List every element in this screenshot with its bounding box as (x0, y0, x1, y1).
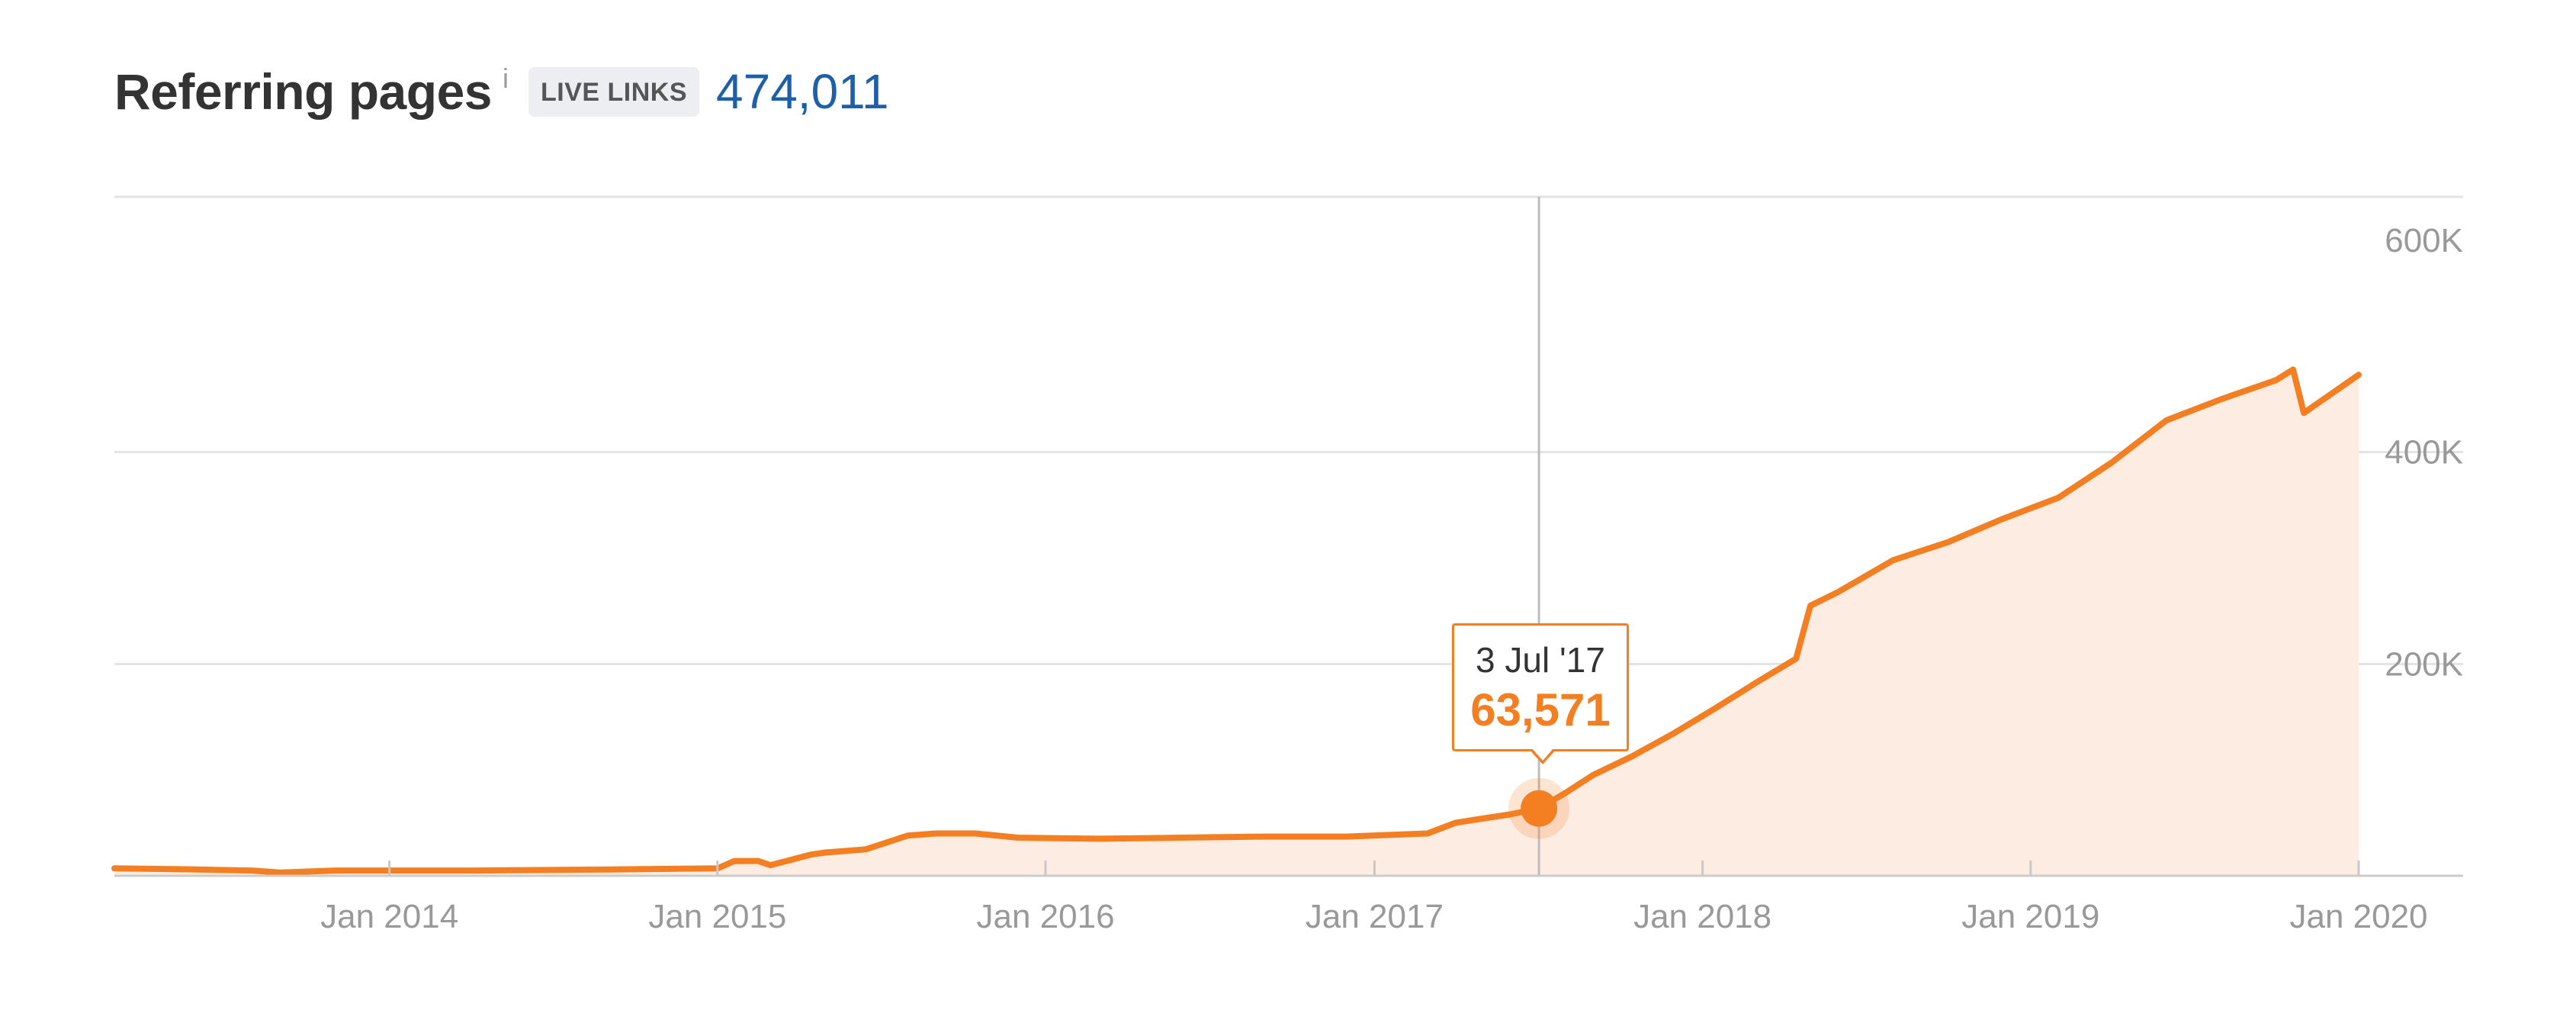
chart-header: Referring pages i LIVE LINKS 474,011 (114, 53, 889, 130)
chart-axes: Jan 2014 Jan 2015 Jan 2016 Jan 2017 Jan 2018… (114, 222, 2463, 935)
x-tick-label: Jan 2016 (977, 898, 1115, 935)
total-count: 474,011 (716, 64, 889, 119)
series-line[interactable] (111, 366, 2362, 876)
x-tick-label: Jan 2017 (1306, 898, 1444, 935)
hover-point[interactable] (1521, 790, 1558, 827)
x-tick-label: Jan 2020 (2289, 898, 2427, 935)
chart-title: Referring pages (114, 63, 492, 120)
y-tick-label: 600K (2385, 222, 2463, 259)
y-tick-label: 200K (2385, 645, 2463, 683)
live-links-badge[interactable]: LIVE LINKS (528, 66, 700, 117)
x-tick-label: Jan 2015 (648, 898, 786, 935)
tooltip-date: 3 Jul '17 (1476, 640, 1605, 680)
hover-tooltip: 3 Jul '17 63,571 (1452, 623, 1629, 764)
series-area (114, 369, 2359, 876)
info-icon[interactable]: i (502, 63, 509, 94)
x-tick-label: Jan 2014 (320, 898, 458, 935)
x-tick-label: Jan 2019 (1961, 898, 2099, 935)
x-tick-label: Jan 2018 (1633, 898, 1771, 935)
tooltip-value: 63,571 (1470, 684, 1611, 735)
y-tick-label: 400K (2385, 434, 2463, 471)
